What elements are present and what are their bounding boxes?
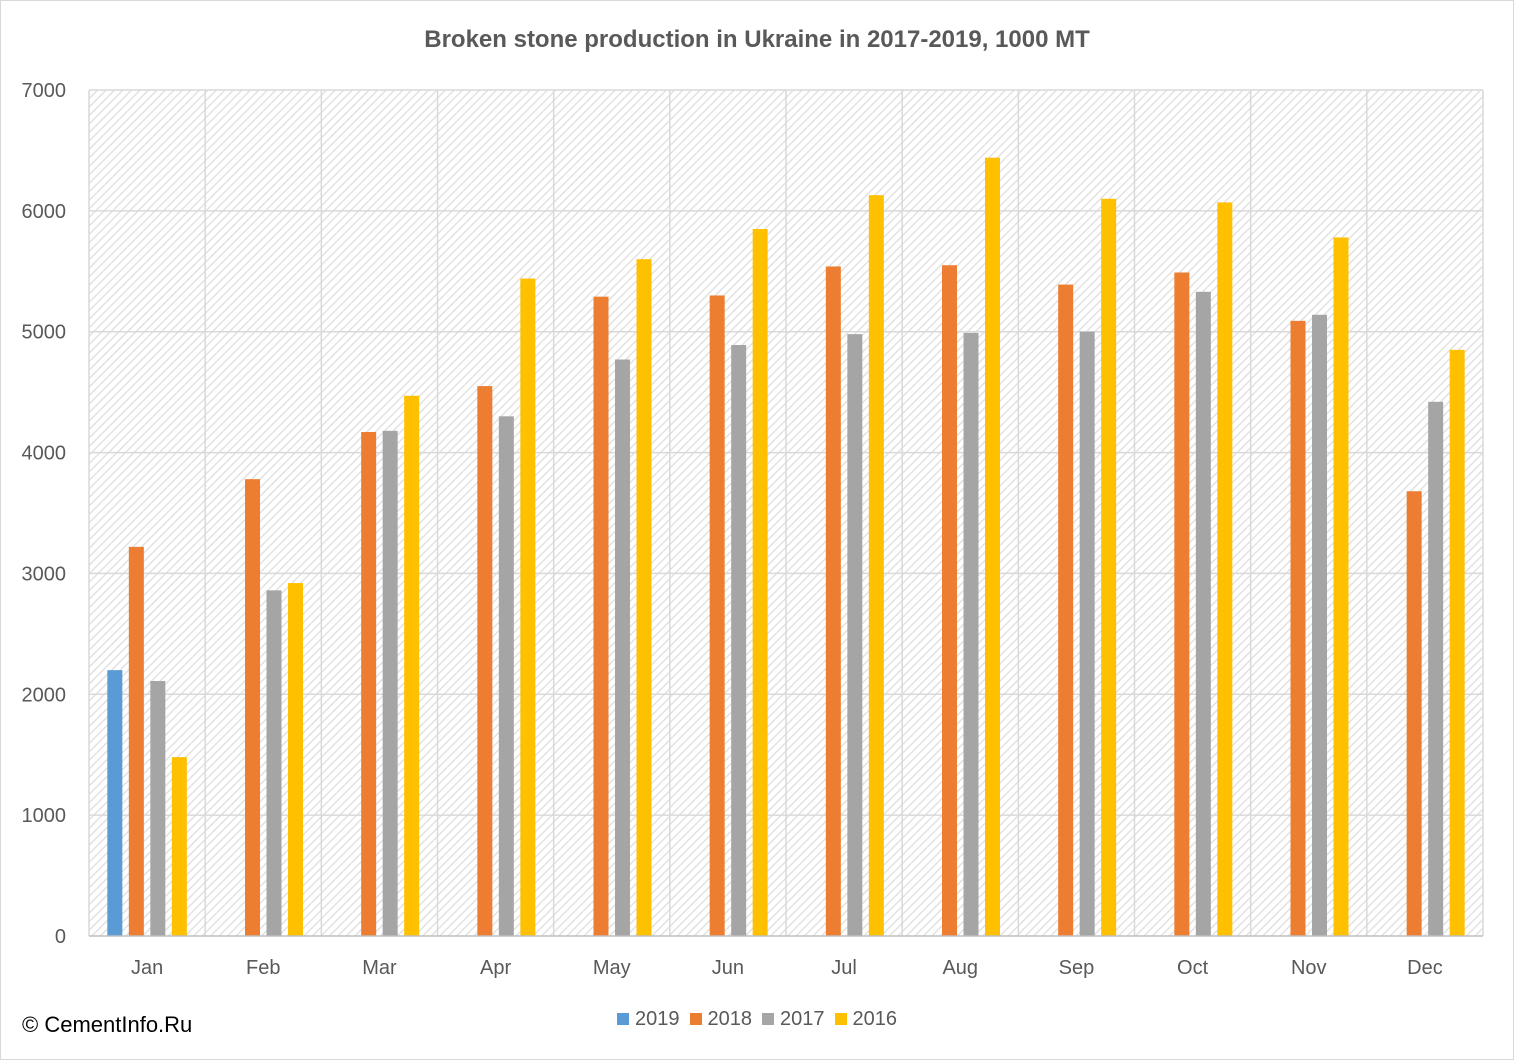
bar (985, 157, 1000, 936)
x-tick-label: Jul (831, 957, 857, 979)
bar (1079, 331, 1095, 936)
bar (963, 332, 979, 936)
bar (266, 590, 282, 936)
y-tick-label: 7000 (22, 80, 67, 102)
x-tick-label: May (593, 957, 631, 979)
x-tick-label: Nov (1291, 957, 1327, 979)
y-tick-label: 6000 (22, 201, 67, 223)
legend: 2019 2018 2017 2016 (0, 1008, 1514, 1031)
bar (382, 430, 398, 936)
y-tick-label: 2000 (22, 684, 67, 706)
x-tick-label: Aug (942, 957, 978, 979)
bar (1406, 491, 1422, 936)
bar-chart: 0 1000 2000 3000 4000 5000 6000 7000 Jan Feb Mar Ap… (22, 80, 1484, 979)
y-tick-label: 5000 (22, 322, 67, 344)
y-tick-label: 4000 (22, 443, 67, 465)
bar (1290, 320, 1306, 936)
legend-item: 2018 (689, 1008, 753, 1031)
bar (128, 546, 144, 936)
x-tick-label: Oct (1177, 957, 1209, 979)
bar (752, 228, 768, 936)
bar (636, 259, 652, 936)
y-tick-label: 0 (55, 926, 66, 948)
bar (615, 359, 630, 936)
bar (498, 416, 514, 936)
bar (171, 757, 187, 936)
x-tick-label: Mar (362, 957, 397, 979)
y-tick-label: 1000 (22, 805, 67, 827)
legend-label: 2016 (852, 1008, 898, 1030)
bar (731, 345, 747, 937)
bar (404, 395, 420, 937)
bar (150, 680, 166, 936)
bar (245, 479, 260, 936)
bar (1101, 198, 1117, 936)
bar (1217, 202, 1233, 936)
gridlines (88, 89, 1484, 936)
bar (1333, 237, 1349, 937)
bar (1195, 291, 1211, 936)
legend-item: 2019 (617, 1008, 680, 1031)
x-tick-label: Dec (1407, 957, 1443, 979)
bar (520, 278, 536, 937)
bar (868, 195, 884, 936)
axes: 0 1000 2000 3000 4000 5000 6000 7000 Jan Feb Mar Ap… (22, 80, 1483, 979)
x-tick-label: Apr (480, 957, 511, 979)
x-tick-label: Jan (131, 957, 163, 979)
x-tick-label: Sep (1059, 957, 1095, 979)
y-tick-label: 3000 (22, 563, 67, 585)
bar (825, 266, 841, 936)
legend-swatch (689, 1013, 702, 1025)
copyright-text: © CementInfo.Ru (22, 1012, 193, 1037)
legend-label: 2019 (635, 1008, 680, 1030)
bar (709, 295, 725, 936)
bar (288, 583, 303, 936)
chart-title: Broken stone production in Ukraine in 20… (424, 26, 1090, 53)
legend-swatch (834, 1013, 847, 1025)
bar (1058, 284, 1074, 937)
legend-swatch (617, 1013, 629, 1025)
bars (107, 157, 1465, 937)
legend-item: 2017 (762, 1008, 825, 1031)
bar (1449, 349, 1465, 936)
legend-label: 2018 (707, 1008, 753, 1030)
bar (1312, 314, 1327, 936)
bar (942, 265, 957, 936)
bar (847, 334, 863, 936)
bar (361, 432, 377, 936)
bar (593, 296, 609, 936)
bar (477, 386, 493, 937)
legend-label: 2017 (780, 1008, 825, 1030)
legend-swatch (762, 1013, 774, 1025)
x-tick-label: Feb (246, 957, 280, 979)
legend-item: 2016 (834, 1008, 898, 1031)
bar (1174, 272, 1190, 937)
bar (107, 670, 123, 936)
x-tick-label: Jun (712, 957, 744, 979)
bar (1428, 401, 1444, 937)
